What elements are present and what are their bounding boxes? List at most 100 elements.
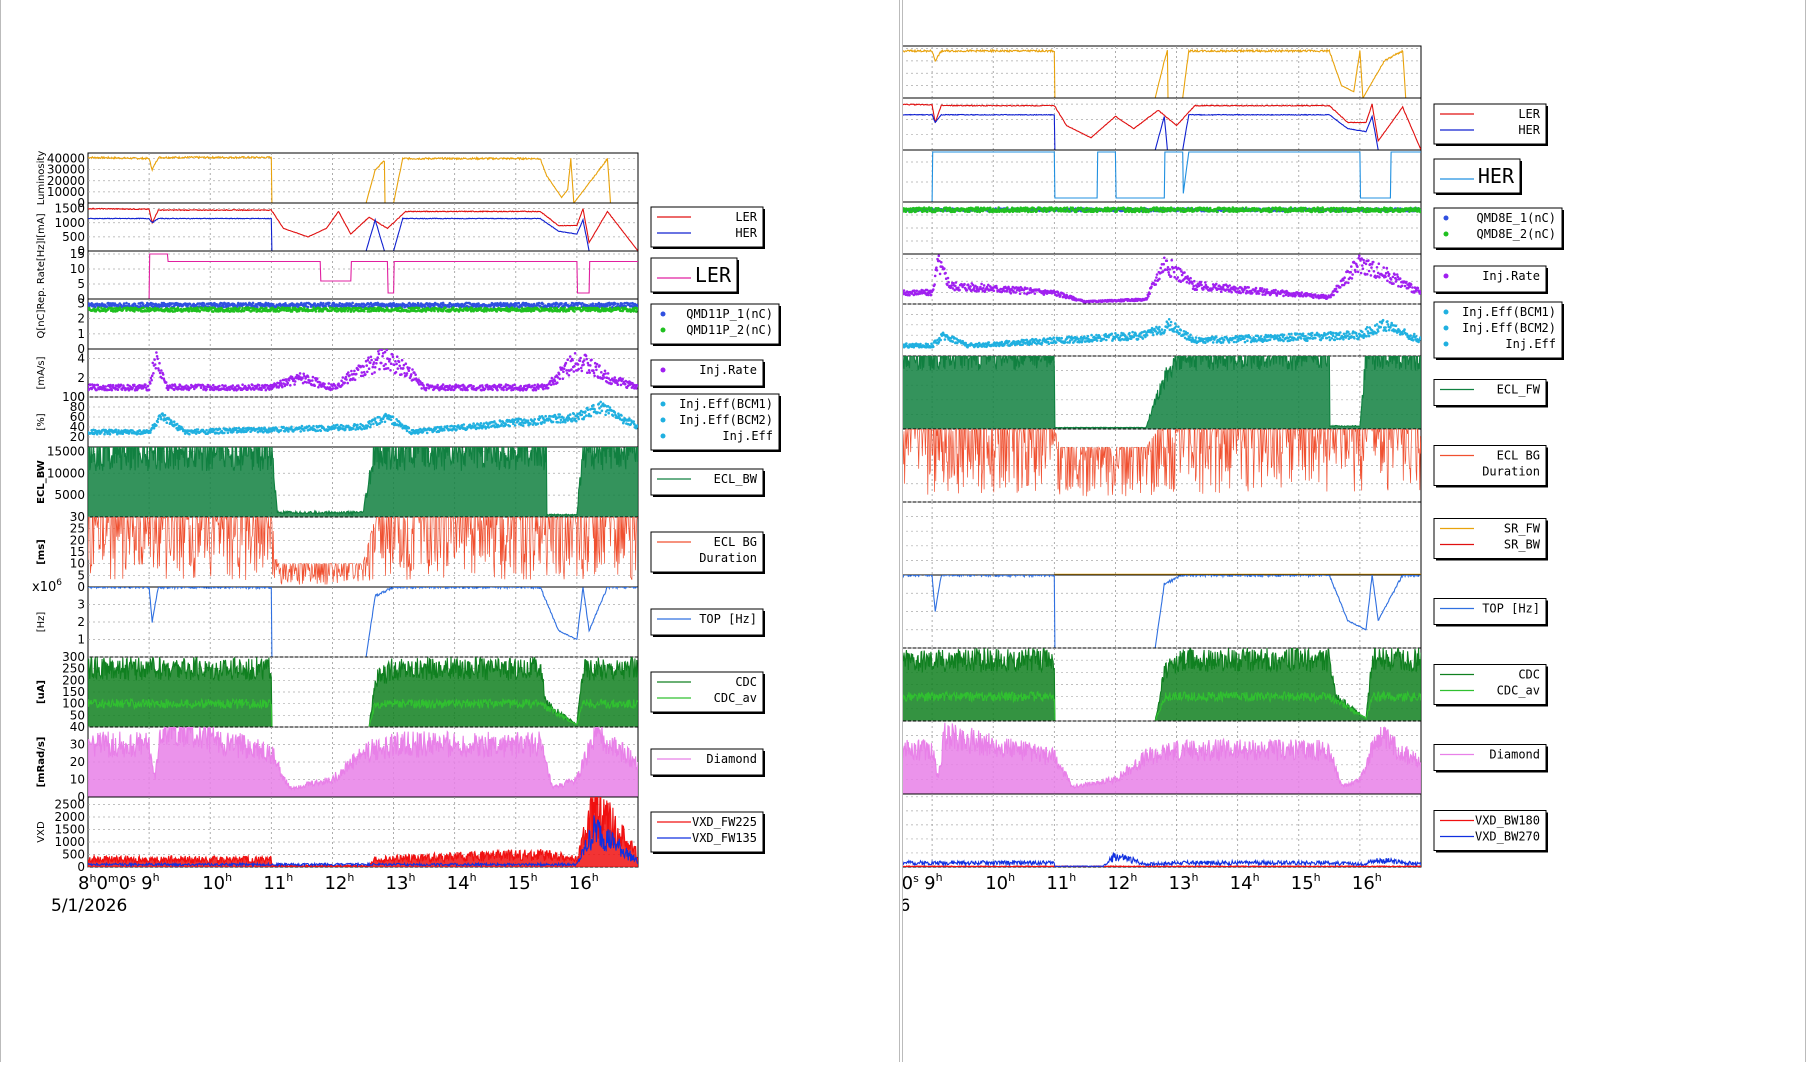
y-tick-label: 30 bbox=[70, 738, 85, 752]
legend-label: ECL BG bbox=[714, 535, 757, 549]
data-point bbox=[436, 384, 439, 387]
y-axis-label: [Hz] bbox=[36, 612, 47, 633]
data-point bbox=[188, 433, 191, 436]
data-point bbox=[574, 418, 577, 421]
data-point bbox=[418, 307, 421, 310]
data-point bbox=[224, 384, 227, 387]
y-axis-label: Q[nC] bbox=[36, 309, 47, 338]
data-point bbox=[162, 373, 165, 376]
data-point bbox=[563, 307, 566, 310]
data-point bbox=[369, 426, 372, 429]
y-tick-label: 100 bbox=[62, 390, 85, 404]
data-point bbox=[311, 379, 314, 382]
data-point bbox=[125, 302, 128, 305]
data-point bbox=[449, 384, 452, 387]
data-point bbox=[484, 388, 487, 391]
y-tick-label: 2 bbox=[77, 312, 85, 326]
data-point bbox=[95, 389, 98, 392]
legend-label: LER bbox=[695, 263, 732, 287]
data-point bbox=[535, 389, 538, 392]
data-point bbox=[334, 426, 337, 429]
legend-label: TOP [Hz] bbox=[699, 612, 757, 626]
data-point bbox=[496, 310, 499, 313]
data-point bbox=[422, 384, 425, 387]
data-point bbox=[568, 374, 571, 377]
time-tick-unit: h bbox=[286, 871, 293, 884]
data-point bbox=[197, 428, 200, 431]
legend-label: VXD_FW135 bbox=[692, 831, 757, 845]
legend-top: TOP [Hz] bbox=[651, 609, 765, 637]
data-point bbox=[346, 382, 349, 385]
data-point bbox=[583, 359, 586, 362]
time-start-part: 0 bbox=[119, 873, 130, 894]
data-point bbox=[577, 368, 580, 371]
data-point bbox=[389, 369, 392, 372]
time-tick-unit: h bbox=[531, 871, 538, 884]
data-point bbox=[241, 307, 244, 310]
data-point bbox=[381, 355, 384, 358]
data-point bbox=[322, 302, 325, 305]
data-point bbox=[158, 362, 161, 365]
y-tick-label: 10 bbox=[70, 262, 85, 276]
legend-label: QMD11P_2(nC) bbox=[686, 323, 773, 337]
data-point bbox=[614, 411, 617, 414]
data-point bbox=[376, 356, 379, 359]
data-point bbox=[554, 380, 557, 383]
y-tick-label: 1000 bbox=[54, 216, 85, 230]
data-point bbox=[227, 432, 230, 435]
data-point bbox=[522, 424, 525, 427]
data-point bbox=[598, 407, 601, 410]
data-point bbox=[103, 433, 106, 436]
data-point bbox=[390, 362, 393, 365]
right-chart-page: 010000200003000040000Luminosity050010001… bbox=[902, 0, 1806, 1062]
data-point bbox=[251, 384, 254, 387]
y-tick-label: 4 bbox=[77, 352, 85, 366]
data-point bbox=[218, 385, 221, 388]
data-point bbox=[361, 428, 364, 431]
data-point bbox=[598, 364, 601, 367]
data-point bbox=[410, 373, 413, 376]
data-point bbox=[600, 371, 603, 374]
time-tick-label: 11h bbox=[263, 871, 293, 894]
data-point bbox=[400, 373, 403, 376]
data-point bbox=[348, 374, 351, 377]
data-point bbox=[559, 378, 562, 381]
time-tick-label: 14h bbox=[447, 871, 477, 894]
data-point bbox=[461, 389, 464, 392]
y-tick-label: 15 bbox=[70, 247, 85, 261]
data-point bbox=[344, 428, 347, 431]
data-point bbox=[448, 306, 451, 309]
data-point bbox=[579, 357, 582, 360]
data-point bbox=[265, 389, 268, 392]
y-tick-label: 2 bbox=[77, 371, 85, 385]
legend-label: LER bbox=[735, 210, 757, 224]
data-point bbox=[463, 423, 466, 426]
data-point bbox=[279, 380, 282, 383]
data-point bbox=[307, 375, 310, 378]
data-point bbox=[115, 429, 118, 432]
y-tick-label: 10 bbox=[70, 773, 85, 787]
data-point bbox=[160, 369, 163, 372]
data-point bbox=[373, 361, 376, 364]
y-axis-label: Rep. Rate[Hz] bbox=[36, 240, 47, 309]
data-point bbox=[405, 362, 408, 365]
legend-marker bbox=[661, 368, 666, 373]
data-point bbox=[586, 371, 589, 374]
data-point bbox=[599, 412, 602, 415]
data-point bbox=[621, 303, 624, 306]
data-point bbox=[593, 408, 596, 411]
data-point bbox=[466, 389, 469, 392]
data-point bbox=[595, 365, 598, 368]
data-point bbox=[362, 365, 365, 368]
data-point bbox=[544, 415, 547, 418]
legend-marker bbox=[661, 312, 666, 317]
legend-charge: QMD11P_1(nC)QMD11P_2(nC) bbox=[651, 304, 781, 346]
data-point bbox=[149, 431, 152, 434]
data-point bbox=[542, 388, 545, 391]
data-point bbox=[376, 359, 379, 362]
